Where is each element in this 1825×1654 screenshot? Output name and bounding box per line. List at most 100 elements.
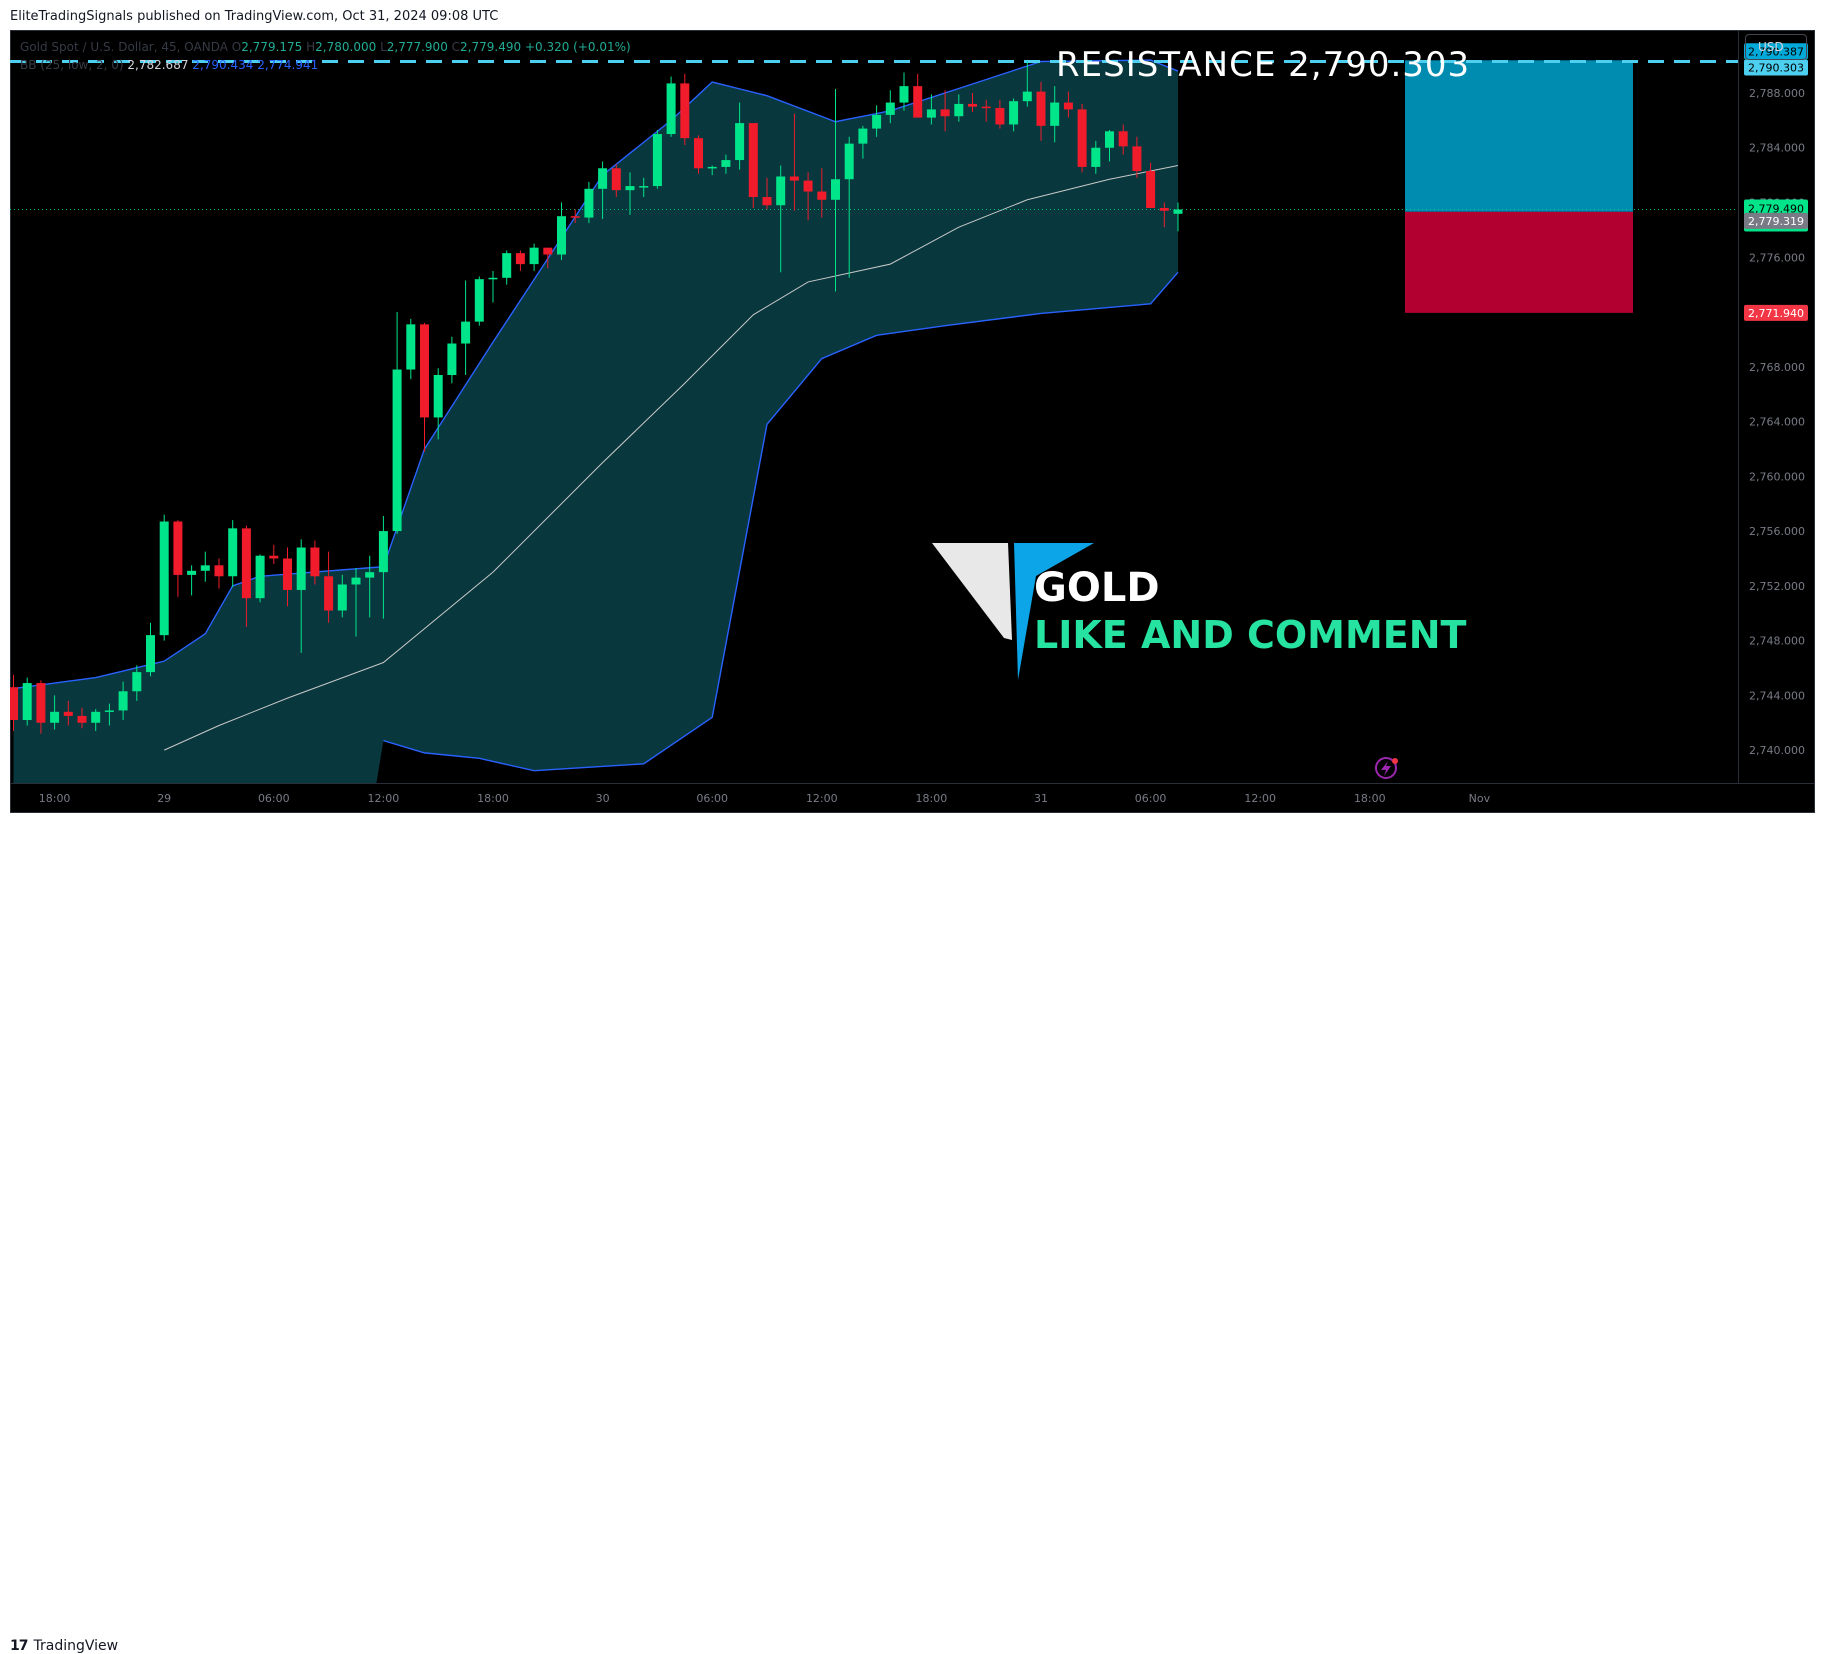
candle	[392, 312, 402, 534]
candle-body	[803, 180, 813, 192]
candle-body	[872, 114, 882, 129]
candle-body	[77, 715, 87, 723]
candle-body	[1063, 102, 1073, 110]
candle	[831, 88, 840, 292]
candle-body	[735, 123, 745, 161]
candle	[940, 90, 950, 132]
candle	[1009, 98, 1019, 132]
candle	[420, 322, 429, 452]
candle	[639, 177, 649, 198]
candle	[557, 202, 566, 261]
legend-bb-label: BB (25, low, 2, 0)	[20, 58, 124, 72]
candle	[241, 525, 251, 627]
candle-body	[707, 166, 717, 169]
chart-legend: Gold Spot / U.S. Dollar, 45, OANDA O2,77…	[20, 38, 631, 74]
logo-white-wing	[932, 543, 1012, 640]
candle-body	[543, 247, 553, 255]
candle	[324, 551, 334, 623]
candle-body	[1173, 209, 1183, 214]
candle-body	[378, 531, 388, 573]
x-tick-label: 06:00	[696, 792, 728, 805]
candle	[1105, 129, 1114, 162]
y-tick-label: 2,744.000	[1749, 689, 1805, 702]
candle-body	[776, 176, 786, 206]
candle-body	[598, 168, 608, 189]
candle	[844, 136, 854, 278]
x-tick-label: 18:00	[1354, 792, 1386, 805]
candle	[680, 73, 690, 146]
y-tick-label: 2,768.000	[1749, 361, 1805, 374]
candle-body	[831, 179, 840, 200]
candle	[721, 154, 731, 174]
candle	[748, 123, 758, 208]
tradingview-logo[interactable]: 17 TradingView	[10, 1638, 118, 1654]
currency-button[interactable]: USD	[1745, 34, 1807, 60]
candle-body	[310, 547, 320, 577]
y-tick-label: 2,784.000	[1749, 142, 1805, 155]
candle	[968, 92, 977, 113]
candle-body	[1146, 171, 1156, 208]
candle-body	[694, 138, 703, 169]
candle-body	[91, 711, 101, 723]
candle	[228, 520, 238, 588]
candle-body	[502, 253, 512, 278]
x-tick-label: 12:00	[1244, 792, 1276, 805]
candle-body	[146, 635, 155, 673]
candle	[50, 695, 60, 730]
legend-open: 2,779.175	[241, 40, 303, 54]
x-tick-label: 29	[157, 792, 171, 805]
candle-body	[844, 143, 854, 180]
candle	[118, 681, 128, 721]
y-tick-label: 2,752.000	[1749, 580, 1805, 593]
candle	[872, 105, 882, 137]
candle-body	[1009, 101, 1019, 125]
legend-bb-lower: 2,774.941	[257, 58, 319, 72]
candle-body	[63, 711, 73, 716]
candle	[817, 168, 827, 218]
elite-logo	[932, 543, 1094, 680]
x-tick-label: 18:00	[39, 792, 71, 805]
candle	[1159, 202, 1169, 228]
last-price-tag: 2,779.490	[1748, 202, 1804, 215]
candle-body	[1132, 146, 1142, 172]
candle-body	[625, 186, 635, 191]
candle	[803, 172, 813, 221]
candle	[1173, 202, 1183, 232]
candle-body	[228, 528, 238, 577]
legend-high: 2,780.000	[315, 40, 377, 54]
candle	[214, 558, 224, 589]
candle	[461, 280, 471, 376]
candle	[995, 99, 1005, 129]
resistance-annotation: RESISTANCE 2,790.303	[1056, 45, 1470, 85]
candle-body	[406, 324, 416, 370]
entry-price-tag: 2,779.319	[1748, 215, 1804, 228]
time-scale-border	[10, 783, 1815, 784]
candle	[187, 565, 197, 596]
legend-symbol: Gold Spot / U.S. Dollar, 45, OANDA	[20, 40, 228, 54]
candle-body	[420, 324, 429, 418]
candle-body	[324, 576, 334, 611]
y-tick-label: 2,788.000	[1749, 87, 1805, 100]
stop-price-tag-bg	[1744, 304, 1808, 321]
candle	[762, 177, 772, 210]
candle	[694, 135, 703, 174]
candle-body	[488, 277, 498, 280]
candle	[104, 703, 114, 726]
bollinger-basis-line	[163, 165, 1179, 751]
x-tick-label: 06:00	[258, 792, 290, 805]
candle	[132, 665, 142, 701]
bollinger-lower-line	[383, 271, 1179, 772]
candle	[159, 514, 169, 641]
candle-body	[789, 176, 799, 181]
candlestick-chart[interactable]: 2,740.000 2,744.000 2,748.000 2,752.000 2,75…	[0, 0, 1825, 853]
top-bar: EliteTradingSignals published on Trading…	[0, 0, 1825, 30]
candle-body	[474, 279, 484, 322]
candle-body	[995, 108, 1005, 125]
target-price-tag: 2,790.387	[1748, 45, 1804, 58]
candle-body	[570, 216, 580, 218]
lightning-icon[interactable]	[1375, 757, 1398, 779]
bollinger-band-fill	[13, 60, 1178, 783]
candle	[488, 270, 498, 303]
candle-body	[1077, 109, 1087, 167]
candle	[447, 336, 457, 384]
